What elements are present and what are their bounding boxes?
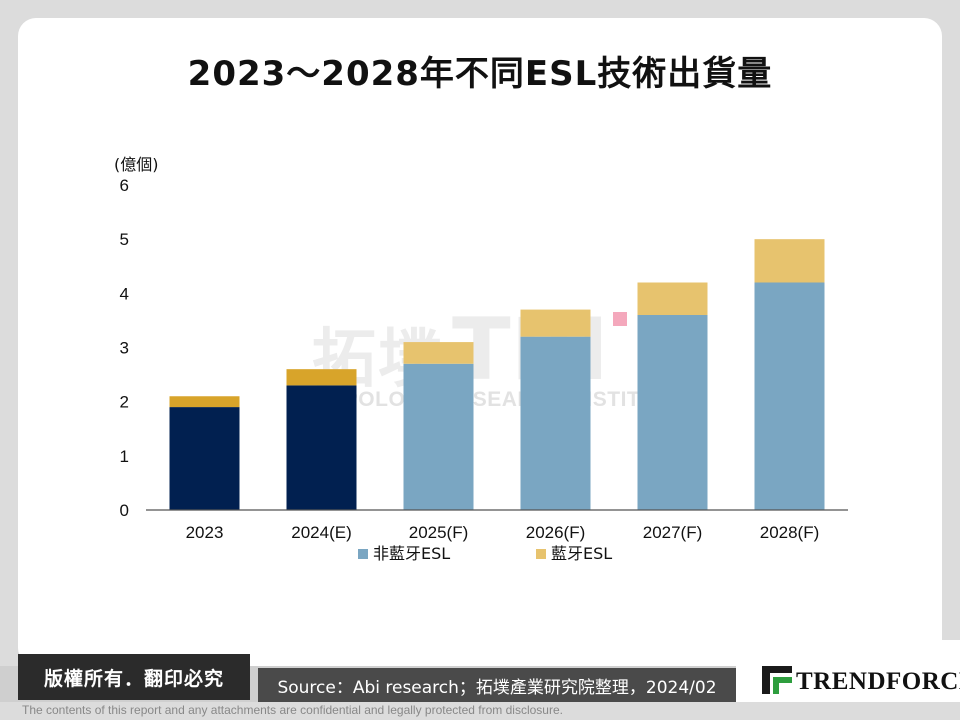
bar-segment	[403, 363, 474, 510]
bar-segment	[637, 315, 708, 510]
x-tick-label: 2024(E)	[291, 523, 351, 542]
x-tick-label: 2028(F)	[760, 523, 820, 542]
bar-segment	[520, 336, 591, 510]
bar-segment	[286, 369, 357, 386]
bar-segment	[754, 282, 825, 510]
y-axis-unit: (億個)	[114, 155, 159, 174]
legend-swatch	[536, 549, 546, 559]
bar-segment	[520, 309, 591, 337]
axis-group: 2023 2024(E) 2025(F) 2026(F) 2027(F) 2028(F) 0…	[114, 155, 848, 542]
y-tick-label: 2	[120, 393, 129, 412]
watermark-dot	[613, 312, 627, 326]
bar-group	[169, 239, 825, 510]
brand-name: TRENDFORCE	[796, 668, 960, 695]
y-tick-label: 4	[120, 284, 129, 303]
source-note: Source：Abi research；拓墣產業研究院整理，2024/02	[258, 668, 736, 702]
bar-segment	[286, 385, 357, 510]
bar-segment	[169, 407, 240, 510]
x-tick-label: 2023	[186, 523, 224, 542]
legend: 非藍牙ESL 藍牙ESL	[358, 544, 612, 563]
bar-segment	[754, 239, 825, 283]
copyright-badge: 版權所有．翻印必究	[18, 654, 250, 700]
x-tick-label: 2026(F)	[526, 523, 586, 542]
chart-title: 2023～2028年不同ESL技術出貨量	[187, 54, 773, 94]
y-tick-label: 0	[120, 501, 129, 520]
x-tick-label: 2025(F)	[409, 523, 469, 542]
bar-segment	[637, 282, 708, 315]
disclaimer: The contents of this report and any atta…	[22, 703, 563, 717]
bar-segment	[169, 396, 240, 408]
legend-label: 藍牙ESL	[551, 544, 612, 563]
legend-label: 非藍牙ESL	[373, 544, 450, 563]
y-tick-label: 3	[120, 339, 129, 358]
bar-segment	[403, 342, 474, 364]
stacked-bar-chart: 2023 2024(E) 2025(F) 2026(F) 2027(F) 2028(F) 0…	[114, 155, 848, 563]
y-tick-label: 1	[120, 447, 129, 466]
x-tick-label: 2027(F)	[643, 523, 703, 542]
y-tick-label: 6	[120, 176, 129, 195]
legend-swatch	[358, 549, 368, 559]
trendforce-logo-icon	[762, 666, 792, 694]
y-tick-label: 5	[120, 230, 129, 249]
